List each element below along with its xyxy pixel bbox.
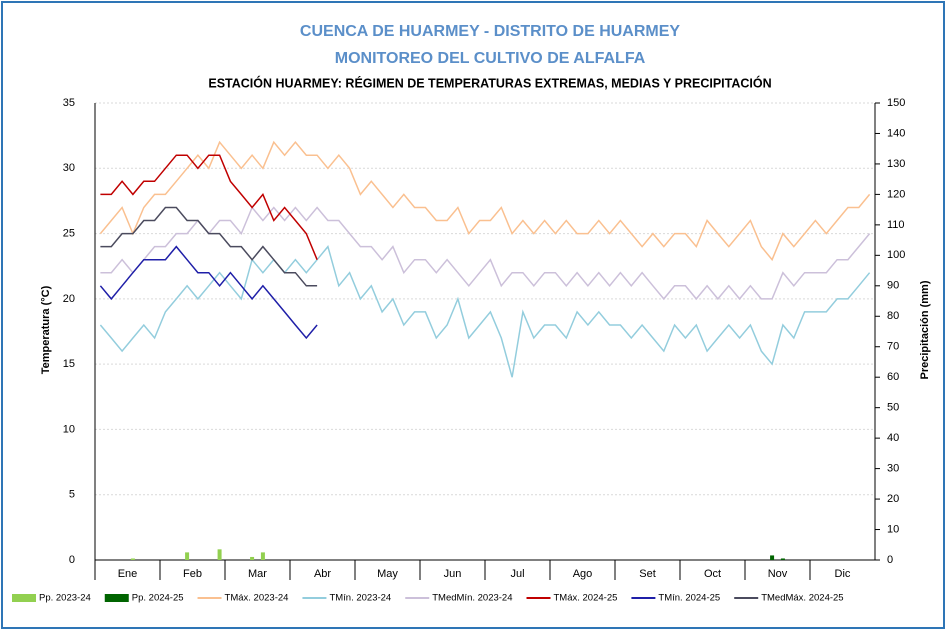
y2-tick-label: 10 [887, 523, 899, 535]
y-tick-label: 25 [63, 227, 75, 239]
legend-label: TMáx. 2023-24 [225, 593, 289, 604]
title: CUENCA DE HUARMEY - DISTRITO DE HUARMEY [300, 23, 681, 40]
legend-label: TMáx. 2024-25 [554, 593, 618, 604]
y2-label: Precipitación (mm) [919, 280, 931, 379]
x-tick-label: Nov [768, 568, 788, 580]
y2-tick-label: 50 [887, 402, 899, 414]
precip-bar [260, 552, 265, 560]
chart-title: ESTACIÓN HUARMEY: RÉGIMEN DE TEMPERATURA… [208, 75, 771, 90]
y-tick-label: 30 [63, 162, 75, 174]
x-tick-label: May [377, 568, 398, 580]
precip-bar [217, 549, 222, 560]
y2-tick-label: 40 [887, 432, 899, 444]
y-tick-label: 35 [63, 97, 75, 109]
x-tick-label: Abr [314, 568, 331, 580]
temp-line [99, 245, 871, 378]
x-tick-label: Mar [248, 568, 267, 580]
temp-line [100, 206, 318, 287]
y-tick-label: 15 [63, 358, 75, 370]
legend-label: TMedMáx. 2024-25 [761, 593, 843, 604]
legend-label: TMedMín. 2023-24 [432, 593, 512, 604]
legend-label: TMín. 2024-25 [658, 593, 720, 604]
y2-tick-label: 130 [887, 158, 905, 170]
y-tick-label: 5 [69, 489, 75, 501]
x-tick-label: Set [639, 568, 656, 580]
y2-tick-label: 140 [887, 127, 905, 139]
legend-label: TMín. 2023-24 [329, 593, 391, 604]
y2-tick-label: 0 [887, 554, 893, 566]
x-tick-label: Jun [444, 568, 462, 580]
legend-label: Pp. 2023-24 [39, 593, 91, 604]
y2-tick-label: 30 [887, 463, 899, 475]
y2-tick-label: 120 [887, 188, 905, 200]
legend-swatch [12, 594, 36, 602]
y-tick-label: 10 [63, 423, 75, 435]
y2-tick-label: 70 [887, 341, 899, 353]
y-label: Temperatura (°C) [40, 285, 52, 374]
y2-tick-label: 110 [887, 219, 905, 231]
temp-line [99, 140, 871, 262]
x-tick-label: Ene [118, 568, 138, 580]
y2-tick-label: 60 [887, 371, 899, 383]
x-tick-label: Oct [704, 568, 721, 580]
y2-tick-label: 100 [887, 249, 905, 261]
precip-bar [250, 556, 255, 560]
y-tick-label: 0 [69, 554, 75, 566]
subtitle: MONITOREO DEL CULTIVO DE ALFALFA [335, 50, 646, 67]
precip-bar [185, 552, 190, 560]
precip-bar [770, 555, 775, 560]
precip-bar [130, 558, 135, 560]
y2-tick-label: 90 [887, 280, 899, 292]
y2-tick-label: 20 [887, 493, 899, 505]
x-tick-label: Jul [510, 568, 524, 580]
y2-tick-label: 80 [887, 310, 899, 322]
legend-label: Pp. 2024-25 [132, 593, 184, 604]
y-tick-label: 20 [63, 293, 75, 305]
y2-tick-label: 150 [887, 97, 905, 109]
x-tick-label: Feb [183, 568, 202, 580]
x-tick-label: Ago [573, 568, 593, 580]
legend-swatch [104, 594, 129, 602]
temp-line [100, 206, 871, 301]
temp-line [100, 154, 318, 260]
temp-line [99, 245, 318, 340]
precip-bar [780, 558, 785, 560]
x-tick-label: Dic [835, 568, 851, 580]
